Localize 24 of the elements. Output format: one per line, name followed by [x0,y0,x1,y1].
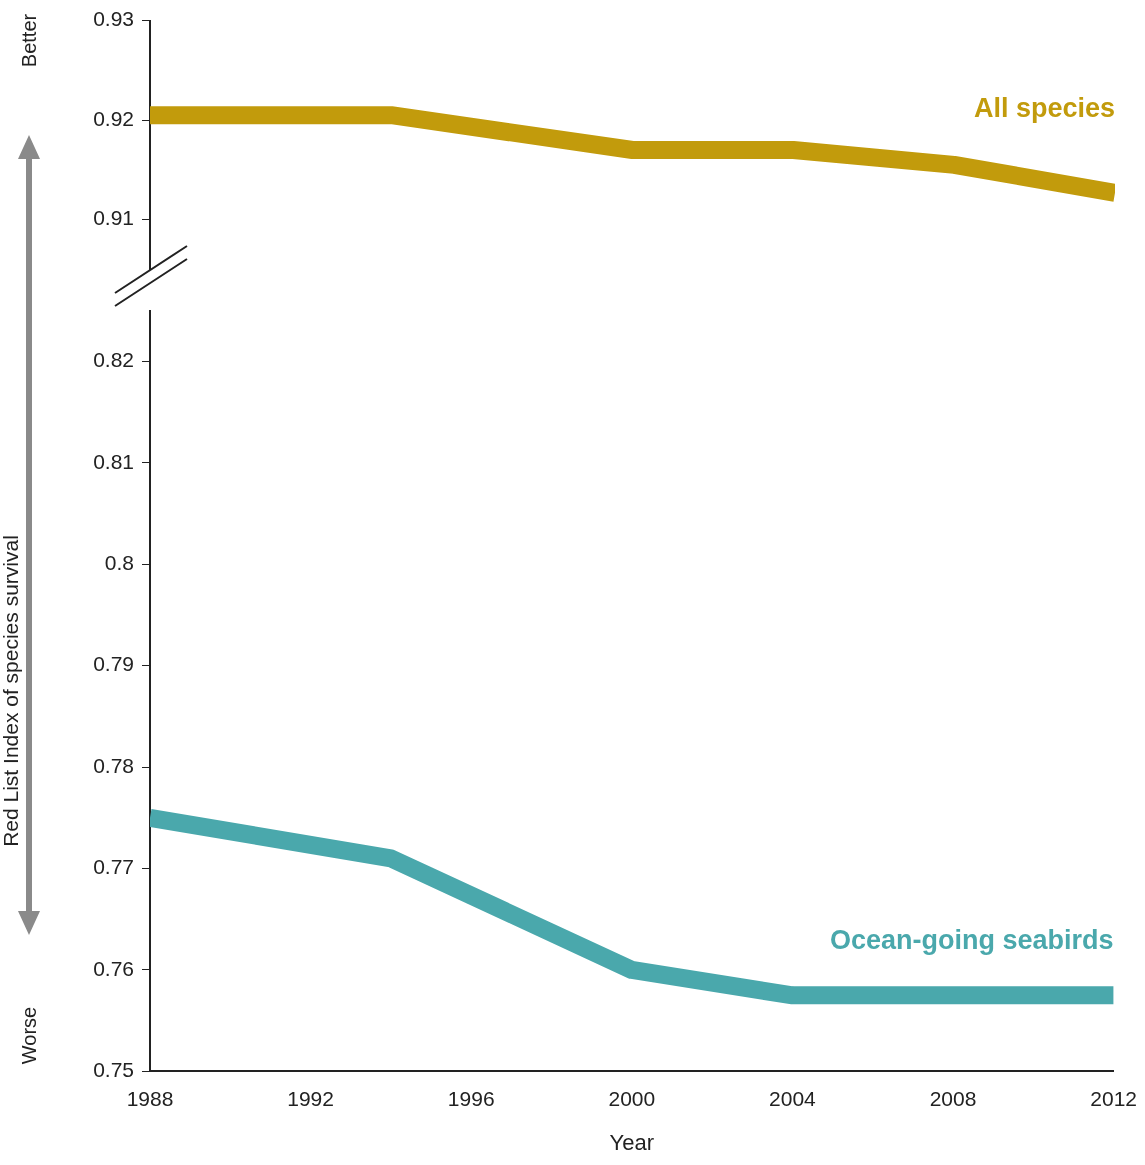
series-label: Ocean-going seabirds [830,925,1114,956]
series-label: All species [973,92,1115,123]
y-tick-label: 0.91 [93,206,134,230]
x-tick-label: 2012 [1090,1086,1137,1110]
text: Worse [17,1006,41,1064]
x-tick-label: 2004 [769,1086,817,1110]
y-tick-label: 0.75 [93,1058,134,1082]
y-tick-label: 0.79 [93,652,134,676]
x-tick-label: 1996 [447,1086,495,1110]
y-tick-label: 0.81 [93,449,134,473]
x-tick-label: 2008 [929,1086,977,1110]
x-tick-label: 2000 [608,1086,656,1110]
x-axis-title: Year [609,1129,655,1155]
y-tick-label: 0.92 [93,106,134,130]
text: Better [17,13,41,67]
y-tick-label: 0.78 [93,753,134,777]
y-axis-title: Red List Index of species survival [0,535,23,847]
y-tick-label: 0.82 [93,348,134,372]
y-tick-label: 0.8 [104,551,134,574]
y-tick-label: 0.76 [93,956,134,980]
y-tick-label: 0.77 [93,855,134,879]
y-tick-label: 0.93 [93,7,134,31]
x-tick-label: 1992 [287,1086,334,1110]
x-tick-label: 1988 [126,1086,174,1110]
